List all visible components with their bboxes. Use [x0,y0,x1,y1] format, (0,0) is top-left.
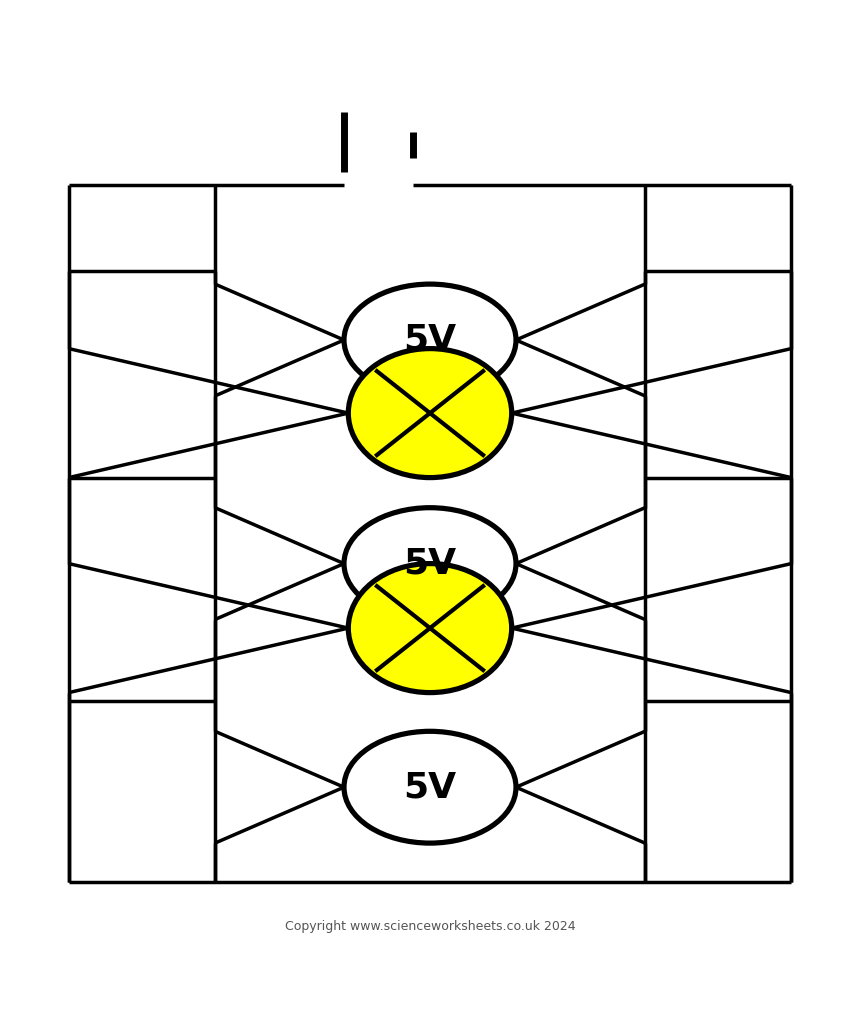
Ellipse shape [344,508,516,620]
Ellipse shape [344,284,516,396]
Text: Copyright www.scienceworksheets.co.uk 2024: Copyright www.scienceworksheets.co.uk 20… [285,921,575,934]
Ellipse shape [348,563,512,692]
Ellipse shape [344,731,516,843]
Text: 5V: 5V [403,323,457,357]
Text: 5V: 5V [403,770,457,804]
Ellipse shape [348,348,512,477]
Text: 5V: 5V [403,547,457,581]
